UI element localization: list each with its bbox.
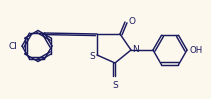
Text: Cl: Cl: [8, 41, 17, 50]
Text: S: S: [112, 81, 118, 90]
Text: S: S: [89, 51, 95, 60]
Text: OH: OH: [190, 46, 203, 55]
Text: N: N: [132, 44, 139, 53]
Text: O: O: [129, 17, 136, 26]
